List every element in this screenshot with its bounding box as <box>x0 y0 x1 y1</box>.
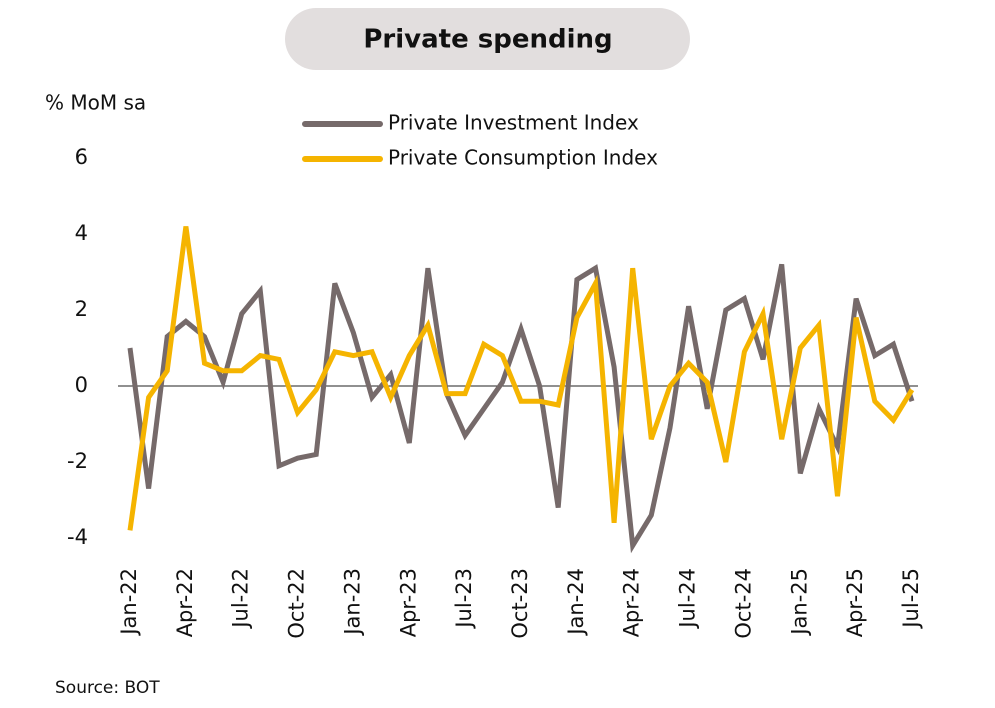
legend-label: Private Consumption Index <box>388 146 658 170</box>
chart-title: Private spending <box>363 25 612 55</box>
x-tick-label: Apr-25 <box>843 568 867 637</box>
source: Source: BOT <box>55 678 160 698</box>
x-tick-label: Oct-24 <box>731 568 755 639</box>
series-line <box>127 263 915 554</box>
y-tick-label: 6 <box>75 145 88 169</box>
x-tick-label: Jul-24 <box>676 568 700 630</box>
y-tick-label: 4 <box>75 221 88 245</box>
x-tick-label: Apr-22 <box>173 568 197 637</box>
y-tick-label: 2 <box>75 297 88 321</box>
title-pill <box>285 8 690 70</box>
legend-label: Private Investment Index <box>388 111 639 135</box>
x-tick-label: Apr-23 <box>396 568 420 637</box>
y-tick-label: 0 <box>75 373 88 397</box>
series-line <box>127 226 915 531</box>
x-tick-label: Jul-22 <box>229 568 253 630</box>
x-tick-label: Jan-25 <box>787 568 811 637</box>
x-tick-label: Jul-25 <box>899 568 923 630</box>
x-tick-label: Apr-24 <box>620 568 644 637</box>
x-tick-label: Jan-23 <box>340 568 364 637</box>
x-tick-label: Jan-24 <box>564 568 588 637</box>
x-tick-label: Jul-23 <box>452 568 476 630</box>
x-tick-label: Oct-23 <box>508 568 532 639</box>
y-tick-label: -2 <box>67 449 88 473</box>
y-axis-label: % MoM sa <box>45 91 146 115</box>
x-tick-label: Jan-22 <box>117 568 141 637</box>
x-tick-label: Oct-22 <box>285 568 309 639</box>
y-tick-label: -4 <box>67 525 88 549</box>
